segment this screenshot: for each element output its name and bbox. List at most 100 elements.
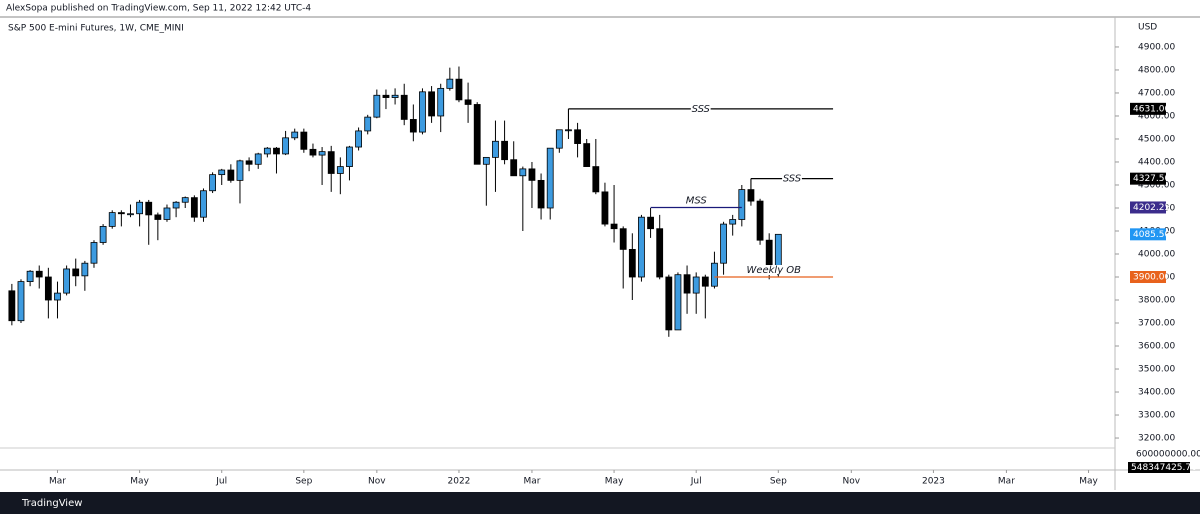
y-tick-label: 3400.00: [1138, 388, 1175, 398]
y-tick-label: 4000.00: [1138, 249, 1175, 259]
candle-body: [26, 270, 34, 283]
candle-body: [583, 143, 591, 167]
candle-body: [172, 201, 180, 209]
volume-last-bg: [1128, 462, 1190, 473]
candle-body: [181, 197, 189, 203]
unit: USD: [1138, 23, 1157, 33]
candle-body: [391, 94, 399, 98]
candle-body: [336, 166, 344, 174]
candle-body: [17, 281, 25, 322]
annotation-label-bg: [782, 173, 802, 184]
price-label: 4631.00: [1133, 104, 1170, 114]
candle-body: [200, 190, 207, 218]
candle-body: [455, 78, 463, 101]
candle-body: [117, 212, 125, 215]
chart-title: S&P 500 E-mini Futures, 1W, CME_MINI: [8, 24, 184, 34]
x-tick-label: Mar: [49, 477, 66, 487]
candle-body: [90, 242, 98, 264]
candle-body: [154, 214, 162, 220]
candle-body: [610, 223, 618, 230]
x-tick-label: Nov: [368, 477, 386, 487]
candle-body: [190, 197, 198, 218]
candle-body: [227, 169, 235, 181]
publisher: AlexSopa published on TradingView.com, S…: [6, 4, 311, 14]
candle-body: [647, 216, 654, 230]
candle-body: [492, 140, 499, 158]
candle-body: [35, 270, 43, 278]
annotation-text: SSS: [692, 104, 711, 115]
candle-body: [692, 276, 700, 294]
candle-body: [72, 268, 80, 277]
candle-body: [756, 200, 764, 241]
candle-body: [574, 129, 581, 144]
candle-body: [501, 140, 508, 161]
x-tick-label: Nov: [843, 477, 861, 487]
candle-body: [446, 78, 454, 89]
annotation-text: MSS: [686, 195, 708, 206]
candle-body: [510, 159, 518, 177]
candle-body: [738, 189, 746, 220]
price-label: 3900.00: [1133, 273, 1170, 283]
price-label: 4327.50: [1133, 174, 1170, 184]
annotation-text: Weekly OB: [746, 265, 801, 276]
candle-body: [537, 179, 545, 209]
candle-body: [8, 290, 16, 322]
y-tick-label: 4400.00: [1138, 157, 1175, 167]
last-price-bg: [1130, 228, 1166, 241]
x-tick-label: Jul: [215, 477, 227, 487]
candle-body: [665, 276, 673, 331]
candle-body: [44, 276, 52, 301]
y-tick-label: 3800.00: [1138, 296, 1175, 306]
candle-body: [327, 151, 335, 174]
candle-body: [209, 174, 216, 192]
x-tick-label: 2023: [922, 477, 945, 487]
candle-body: [236, 160, 244, 181]
annotation-label-bg: [744, 265, 804, 276]
candle-body: [619, 228, 627, 250]
candle-body: [263, 147, 271, 155]
candle-body: [464, 99, 472, 105]
price-label-bg: [1130, 102, 1166, 115]
last-price: 4085.50: [1133, 230, 1170, 240]
candle-body: [519, 168, 527, 177]
y-tick-label: 4600.00: [1138, 111, 1175, 121]
y-tick-label: 3200.00: [1138, 434, 1175, 444]
candle-body: [528, 168, 536, 181]
candle-body: [273, 147, 280, 155]
candle-body: [163, 207, 171, 220]
candle-body: [218, 169, 226, 176]
candle-body: [291, 131, 299, 139]
footer: [0, 492, 1200, 514]
candle-body: [108, 212, 116, 227]
price-label-bg: [1130, 201, 1166, 214]
candle-body: [428, 91, 435, 117]
annotation-text: SSS: [783, 174, 802, 185]
y-tick-label: 4300.00: [1138, 180, 1175, 190]
volume-last: 548347425.76: [1131, 463, 1197, 473]
candle-body: [245, 160, 253, 165]
x-tick-label: May: [130, 477, 149, 487]
y-tick-label: 4800.00: [1138, 65, 1175, 75]
x-tick-label: May: [1079, 477, 1098, 487]
x-tick-label: 2022: [448, 477, 471, 487]
candle-body: [592, 166, 600, 193]
candle-body: [555, 129, 563, 149]
candle-body: [674, 274, 682, 331]
candle-body: [346, 146, 353, 167]
candle-body: [254, 153, 262, 165]
candle-body: [628, 248, 636, 278]
candle-body: [482, 156, 490, 165]
candle-body: [473, 104, 481, 165]
candle-body: [364, 116, 372, 132]
candle-body: [54, 292, 61, 301]
candle-body: [309, 148, 317, 156]
candle-body: [546, 147, 554, 209]
candle-body: [63, 268, 71, 294]
volume-tick-label: 600000000.00: [1136, 450, 1200, 460]
candle-body: [300, 131, 308, 150]
price-label-bg: [1130, 271, 1166, 284]
candle-body: [419, 91, 426, 133]
candle-body: [99, 225, 107, 243]
candle-body: [127, 213, 134, 216]
